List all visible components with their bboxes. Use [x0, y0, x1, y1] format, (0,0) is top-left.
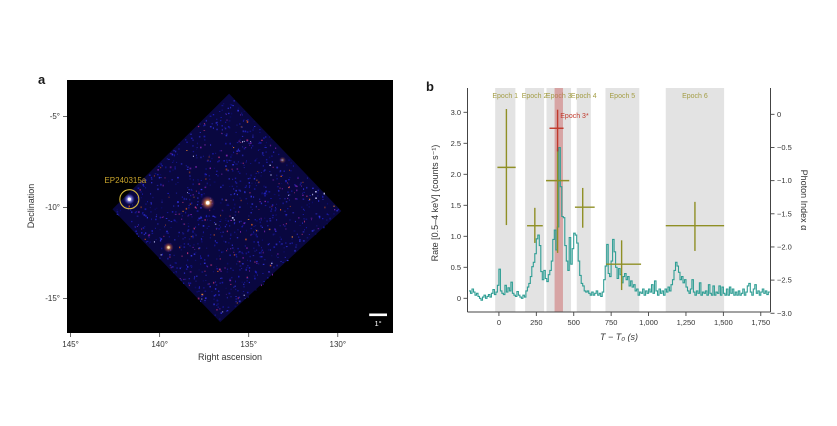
- alpha-tick-label: −0.5: [777, 143, 792, 152]
- dec-tick-label: -5°: [50, 112, 60, 121]
- fov-diamond: [112, 93, 342, 323]
- photon-index-cross-6: [606, 240, 642, 291]
- transient-source-core: [127, 197, 131, 201]
- epoch-band-2: [525, 88, 545, 312]
- x-tick-label: 0: [497, 318, 501, 327]
- x-tick-label: 1,750: [751, 318, 770, 327]
- ra-tick-label: 140°: [151, 340, 168, 349]
- panel-a-xlabel: Right ascension: [198, 352, 262, 362]
- epoch-band-4: [576, 88, 591, 312]
- panel-b-label: b: [426, 79, 434, 94]
- epoch-label-5: Epoch 5: [610, 93, 636, 100]
- rate-tick-label: 1.5: [451, 201, 461, 210]
- epoch-band-1: [495, 88, 516, 312]
- photon-index-cross-1: [497, 109, 516, 226]
- x-ray-source-glow: [279, 156, 287, 164]
- ra-tick-label: 135°: [240, 340, 257, 349]
- ra-tick-label: 145°: [62, 340, 79, 349]
- x-tick-label: 1,000: [639, 318, 658, 327]
- epoch-band-6: [665, 88, 725, 312]
- epoch-label-2: Epoch 2: [522, 93, 548, 100]
- photon-index-cross-3: [546, 148, 570, 253]
- alpha-tick-label: −3.0: [777, 309, 792, 318]
- panel-a-ylabel: Declination: [26, 184, 36, 229]
- highlight-label: Epoch 3*: [560, 113, 589, 120]
- dec-tick-label: -10°: [45, 203, 60, 212]
- scale-bar: [369, 313, 387, 317]
- alpha-tick-label: 0: [777, 110, 781, 119]
- alpha-tick-label: −1.5: [777, 209, 792, 218]
- rate-tick-label: 2.0: [451, 170, 461, 179]
- scale-bar-label: 1°: [375, 319, 382, 328]
- rate-tick-label: 0: [457, 294, 461, 303]
- panel-b-xlabel: T − T₀ (s): [600, 332, 638, 342]
- alpha-tick-label: −2.0: [777, 243, 792, 252]
- photon-index-cross-7: [665, 201, 725, 251]
- source-annotation-circle: [119, 189, 140, 210]
- epoch-label-6: Epoch 6: [682, 93, 708, 100]
- ra-tick-label: 130°: [330, 340, 347, 349]
- sky-image-panel: EP240315a 1° 145° 140° 135° 130° -5° -10° -15° R…: [26, 80, 393, 362]
- source-annotation-label: EP240315a: [104, 176, 146, 185]
- rate-tick-label: 1.0: [451, 232, 461, 241]
- x-ray-source-core: [167, 246, 170, 249]
- panel-b-ylabel-right: Photon Index α: [799, 170, 809, 231]
- epoch-band-5: [605, 88, 640, 312]
- photon-index-cross-4: [549, 109, 564, 152]
- x-tick-label: 500: [567, 318, 580, 327]
- rate-tick-label: 3.0: [451, 108, 461, 117]
- panel-a-label: a: [38, 72, 46, 87]
- dec-tick-label: -15°: [45, 294, 60, 303]
- lightcurve-path: [469, 147, 770, 301]
- x-tick-label: 1,250: [677, 318, 696, 327]
- epoch-label-4: Epoch 4: [571, 93, 597, 100]
- sky-image-content: EP240315a 1° 145° 140° 135° 130° -5° -10° -15°: [45, 80, 393, 349]
- alpha-tick-label: −1.0: [777, 176, 792, 185]
- alpha-tick-label: −2.5: [777, 276, 792, 285]
- rate-tick-label: 2.5: [451, 139, 461, 148]
- x-tick-label: 1,500: [714, 318, 733, 327]
- x-ray-source-core: [205, 201, 210, 205]
- photon-index-cross-2: [527, 207, 543, 243]
- epoch-label-1: Epoch 1: [492, 93, 518, 100]
- x-tick-label: 750: [605, 318, 618, 327]
- rate-tick-label: 0.5: [451, 263, 461, 272]
- x-tick-label: 250: [530, 318, 543, 327]
- panel-b-ylabel-left: Rate [0.5–4 keV] (counts s⁻¹): [430, 145, 440, 262]
- photon-index-cross-5: [574, 187, 595, 228]
